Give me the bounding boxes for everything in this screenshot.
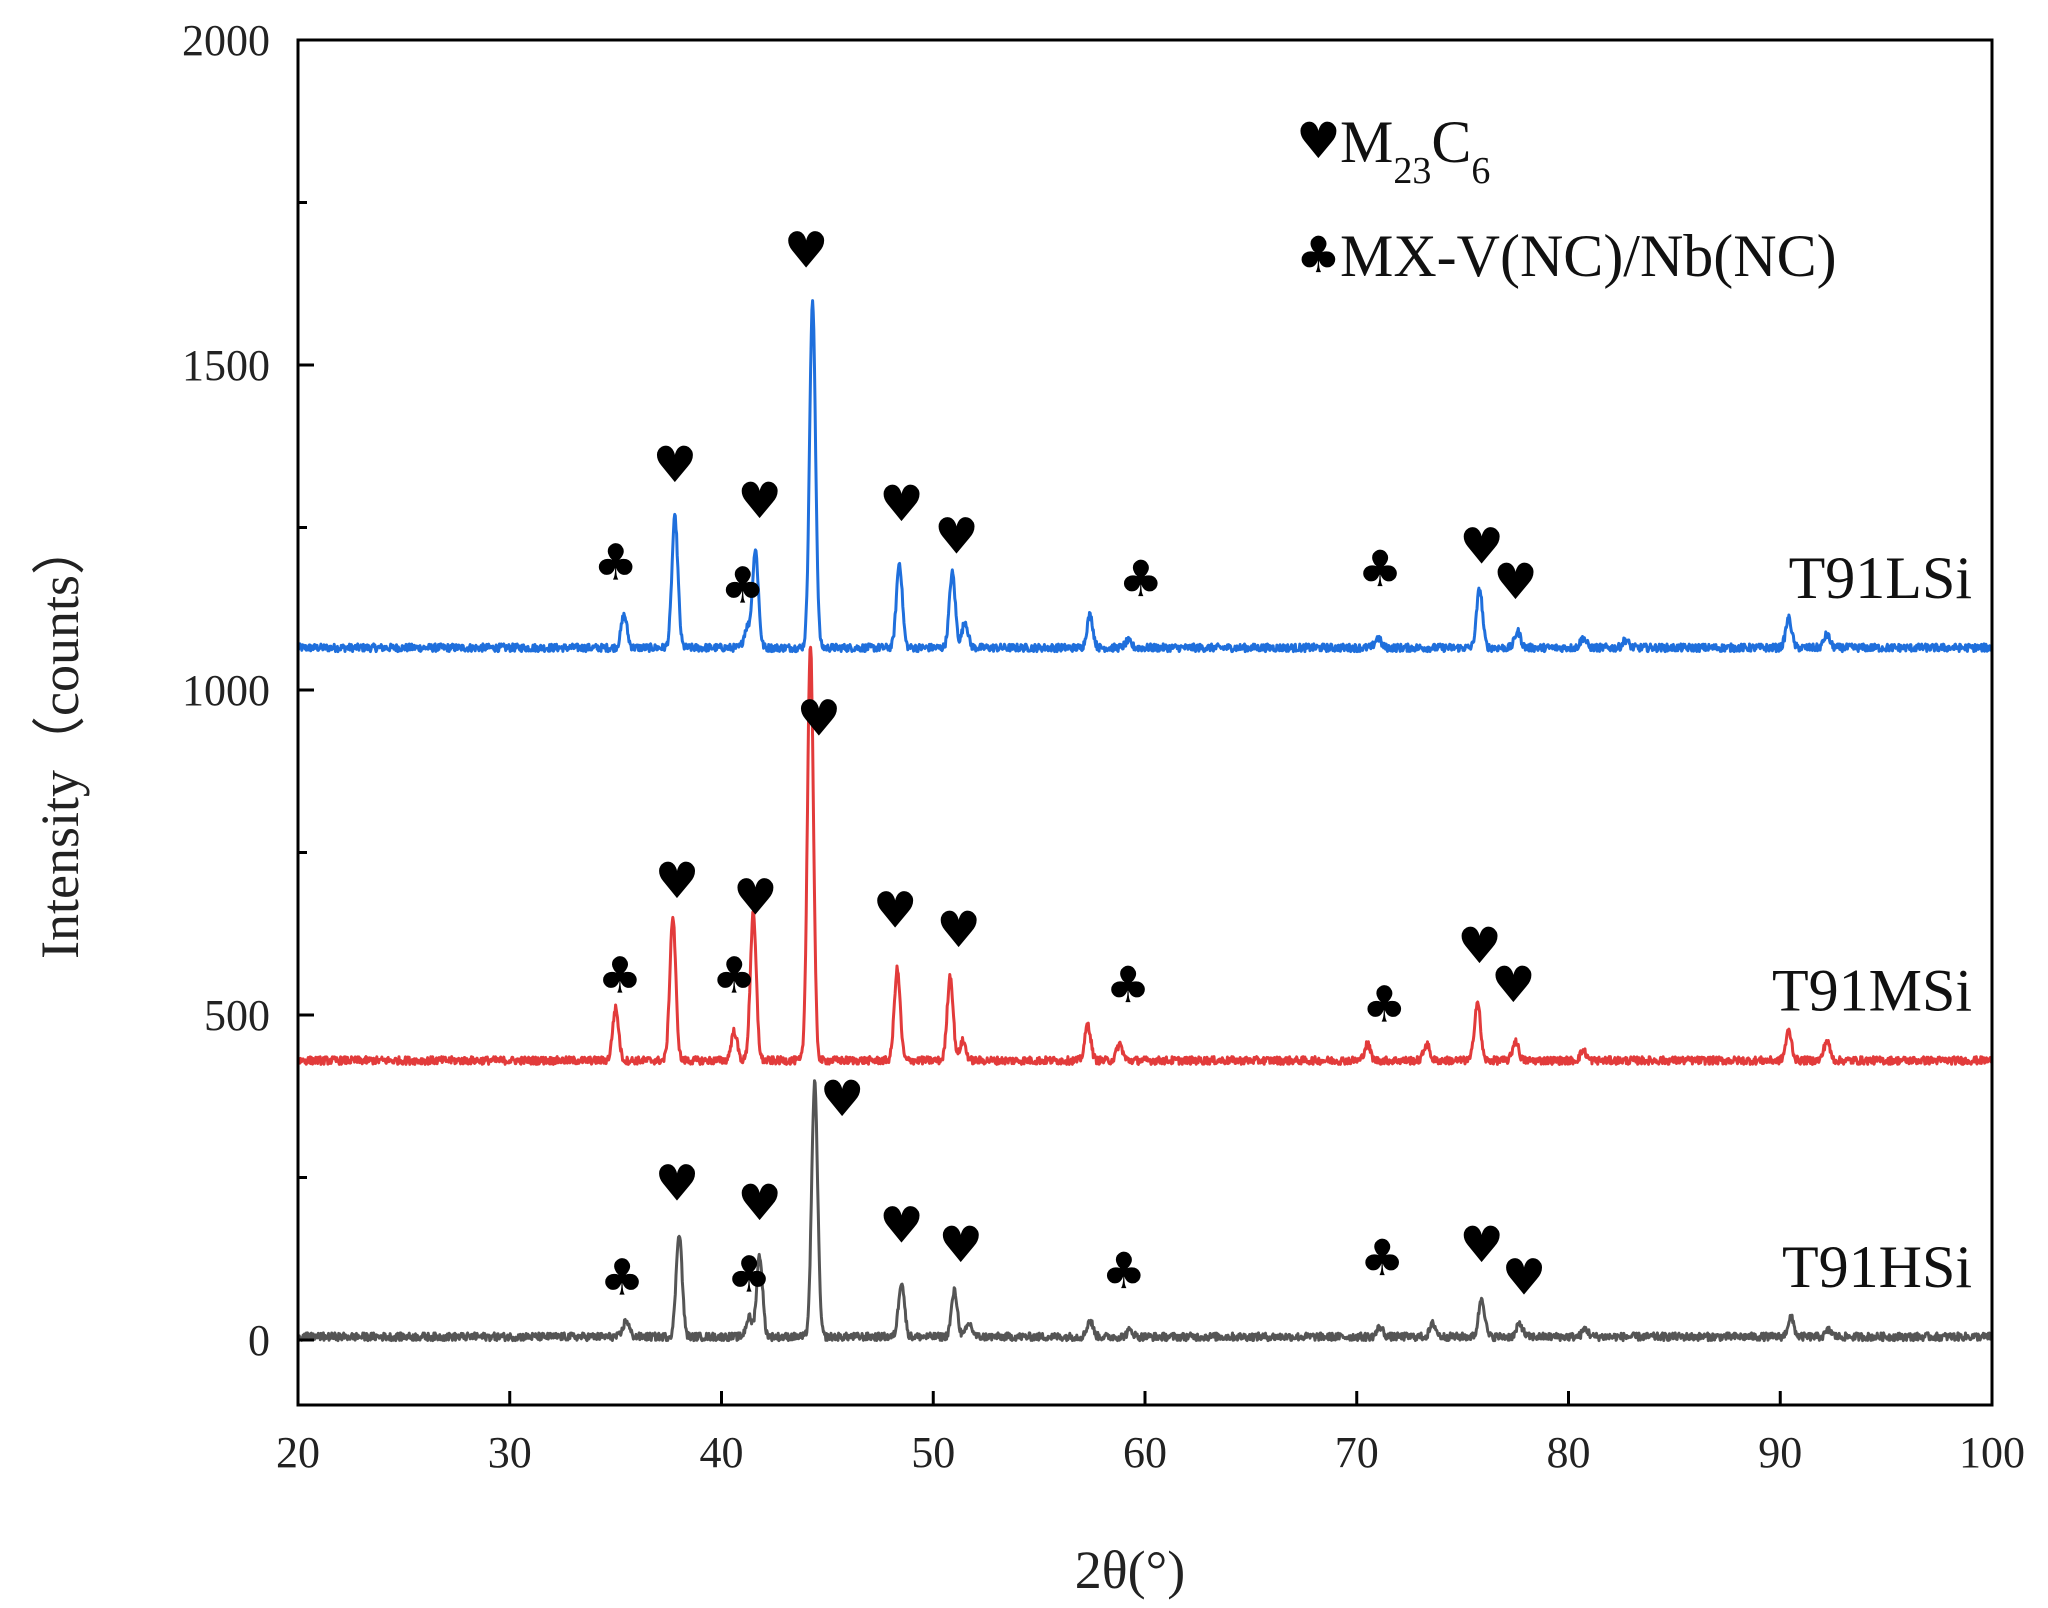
- legend-entry-mx: MX-V(NC)/Nb(NC): [1340, 223, 1837, 289]
- series-labels: T91LSi T91MSi T91HSi: [1772, 545, 1972, 1300]
- heart-marker: ♥: [737, 1174, 782, 1232]
- heart-marker: ♥: [653, 436, 698, 494]
- club-marker: ♣: [593, 534, 638, 592]
- club-marker: ♣: [1360, 1229, 1405, 1287]
- x-tick-label: 70: [1335, 1428, 1379, 1477]
- legend: ♥ M23C6 ♣ MX-V(NC)/Nb(NC): [1296, 109, 1837, 289]
- heart-marker: ♥: [1502, 1249, 1547, 1307]
- club-marker: ♣: [1358, 540, 1403, 598]
- heart-marker: ♥: [1457, 917, 1502, 975]
- legend-club-symbol: ♣: [1296, 226, 1341, 284]
- y-tick-label: 0: [248, 1316, 270, 1365]
- x-tick-label: 100: [1959, 1428, 2025, 1477]
- x-tick-label: 30: [488, 1428, 532, 1477]
- heart-marker: ♥: [655, 852, 700, 910]
- heart-marker: ♥: [1459, 517, 1504, 575]
- club-marker: ♣: [727, 1245, 772, 1303]
- y-tick-label: 1000: [182, 666, 270, 715]
- heart-marker: ♥: [934, 508, 979, 566]
- series-line-T91MSi: [297, 645, 1994, 1066]
- x-tick-label: 80: [1547, 1428, 1591, 1477]
- x-tick-label: 60: [1123, 1428, 1167, 1477]
- club-marker: ♣: [712, 946, 757, 1004]
- heart-marker: ♥: [737, 472, 782, 530]
- club-marker: ♣: [597, 946, 642, 1004]
- heart-marker: ♥: [1459, 1216, 1504, 1274]
- heart-marker: ♥: [1493, 553, 1538, 611]
- heart-marker: ♥: [1491, 956, 1536, 1014]
- heart-marker: ♥: [733, 868, 778, 926]
- x-tick-label: 20: [276, 1428, 320, 1477]
- y-axis-title: Intensity（counts）: [30, 521, 90, 959]
- heart-marker: ♥: [936, 901, 981, 959]
- y-tick-label: 500: [204, 991, 270, 1040]
- heart-marker: ♥: [655, 1154, 700, 1212]
- legend-entry-m23c6: M23C6: [1340, 109, 1490, 192]
- club-marker: ♣: [720, 556, 765, 614]
- x-tick-label: 90: [1758, 1428, 1802, 1477]
- club-marker: ♣: [1106, 956, 1151, 1014]
- heart-marker: ♥: [784, 222, 829, 280]
- series-label-T91LSi: T91LSi: [1789, 545, 1972, 611]
- heart-marker: ♥: [820, 1070, 865, 1128]
- peak-markers: ♣♥♣♥♥♥♥♣ ♣ ♥♥♣♥♣♥♥♥ ♥♣ ♣♥♥♣♥♣♥♥♥ ♥ ♣ ♣ ♥♥: [593, 222, 1546, 1307]
- club-marker: ♣: [1118, 550, 1163, 608]
- y-tick-label: 1500: [182, 341, 270, 390]
- x-axis-title: 2θ(°): [1075, 1540, 1185, 1600]
- club-marker: ♣: [1362, 976, 1407, 1034]
- club-marker: ♣: [1101, 1242, 1146, 1300]
- heart-marker: ♥: [873, 881, 918, 939]
- series-line-T91HSi: [297, 1079, 1993, 1343]
- heart-marker: ♥: [879, 475, 924, 533]
- y-tick-label: 2000: [182, 16, 270, 65]
- club-marker: ♣: [600, 1249, 645, 1307]
- x-tick-label: 50: [911, 1428, 955, 1477]
- heart-marker: ♥: [796, 690, 841, 748]
- series-lines: [296, 299, 1994, 1343]
- x-tick-label: 40: [700, 1428, 744, 1477]
- series-line-T91LSi: [296, 299, 1993, 654]
- heart-marker: ♥: [938, 1216, 983, 1274]
- heart-marker: ♥: [879, 1197, 924, 1255]
- series-label-T91MSi: T91MSi: [1772, 958, 1972, 1024]
- legend-heart-symbol: ♥: [1296, 112, 1341, 170]
- series-label-T91HSi: T91HSi: [1782, 1234, 1972, 1300]
